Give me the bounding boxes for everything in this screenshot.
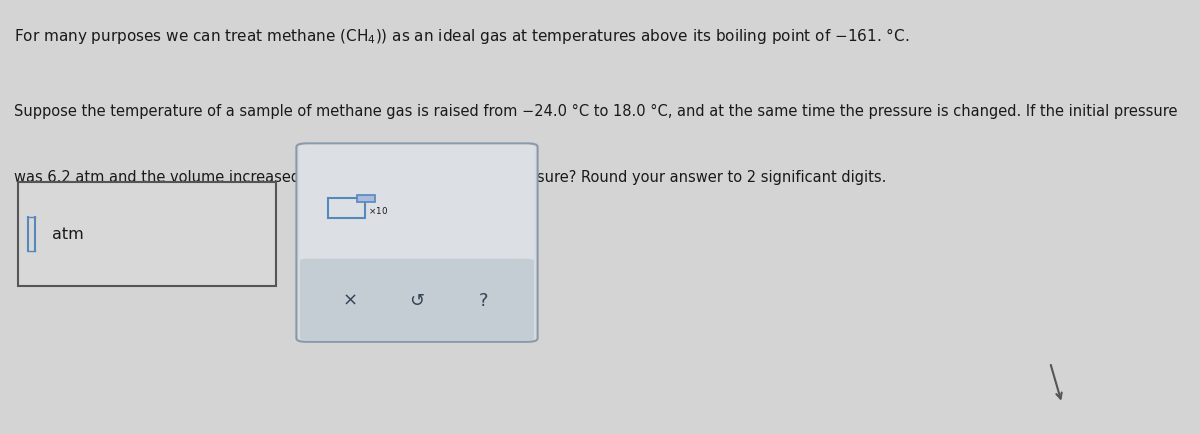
FancyBboxPatch shape xyxy=(296,144,538,342)
Text: atm: atm xyxy=(52,227,83,242)
Text: ×: × xyxy=(343,291,358,309)
Text: For many purposes we can treat methane $\mathregular{(CH_4)}$) as an ideal gas a: For many purposes we can treat methane $… xyxy=(14,26,910,46)
FancyBboxPatch shape xyxy=(328,199,365,218)
Text: ↺: ↺ xyxy=(409,291,425,309)
FancyBboxPatch shape xyxy=(300,145,534,260)
Text: Suppose the temperature of a sample of methane gas is raised from −24.0 °C to 18: Suppose the temperature of a sample of m… xyxy=(14,104,1178,119)
Text: $_{\times 10}$: $_{\times 10}$ xyxy=(368,204,388,217)
Text: was 6.2 atm and the volume increased by 35.0%, what is the final pressure? Round: was 6.2 atm and the volume increased by … xyxy=(14,169,887,184)
FancyBboxPatch shape xyxy=(358,196,374,203)
FancyBboxPatch shape xyxy=(300,259,534,341)
FancyBboxPatch shape xyxy=(18,182,276,286)
Text: ?: ? xyxy=(479,291,488,309)
